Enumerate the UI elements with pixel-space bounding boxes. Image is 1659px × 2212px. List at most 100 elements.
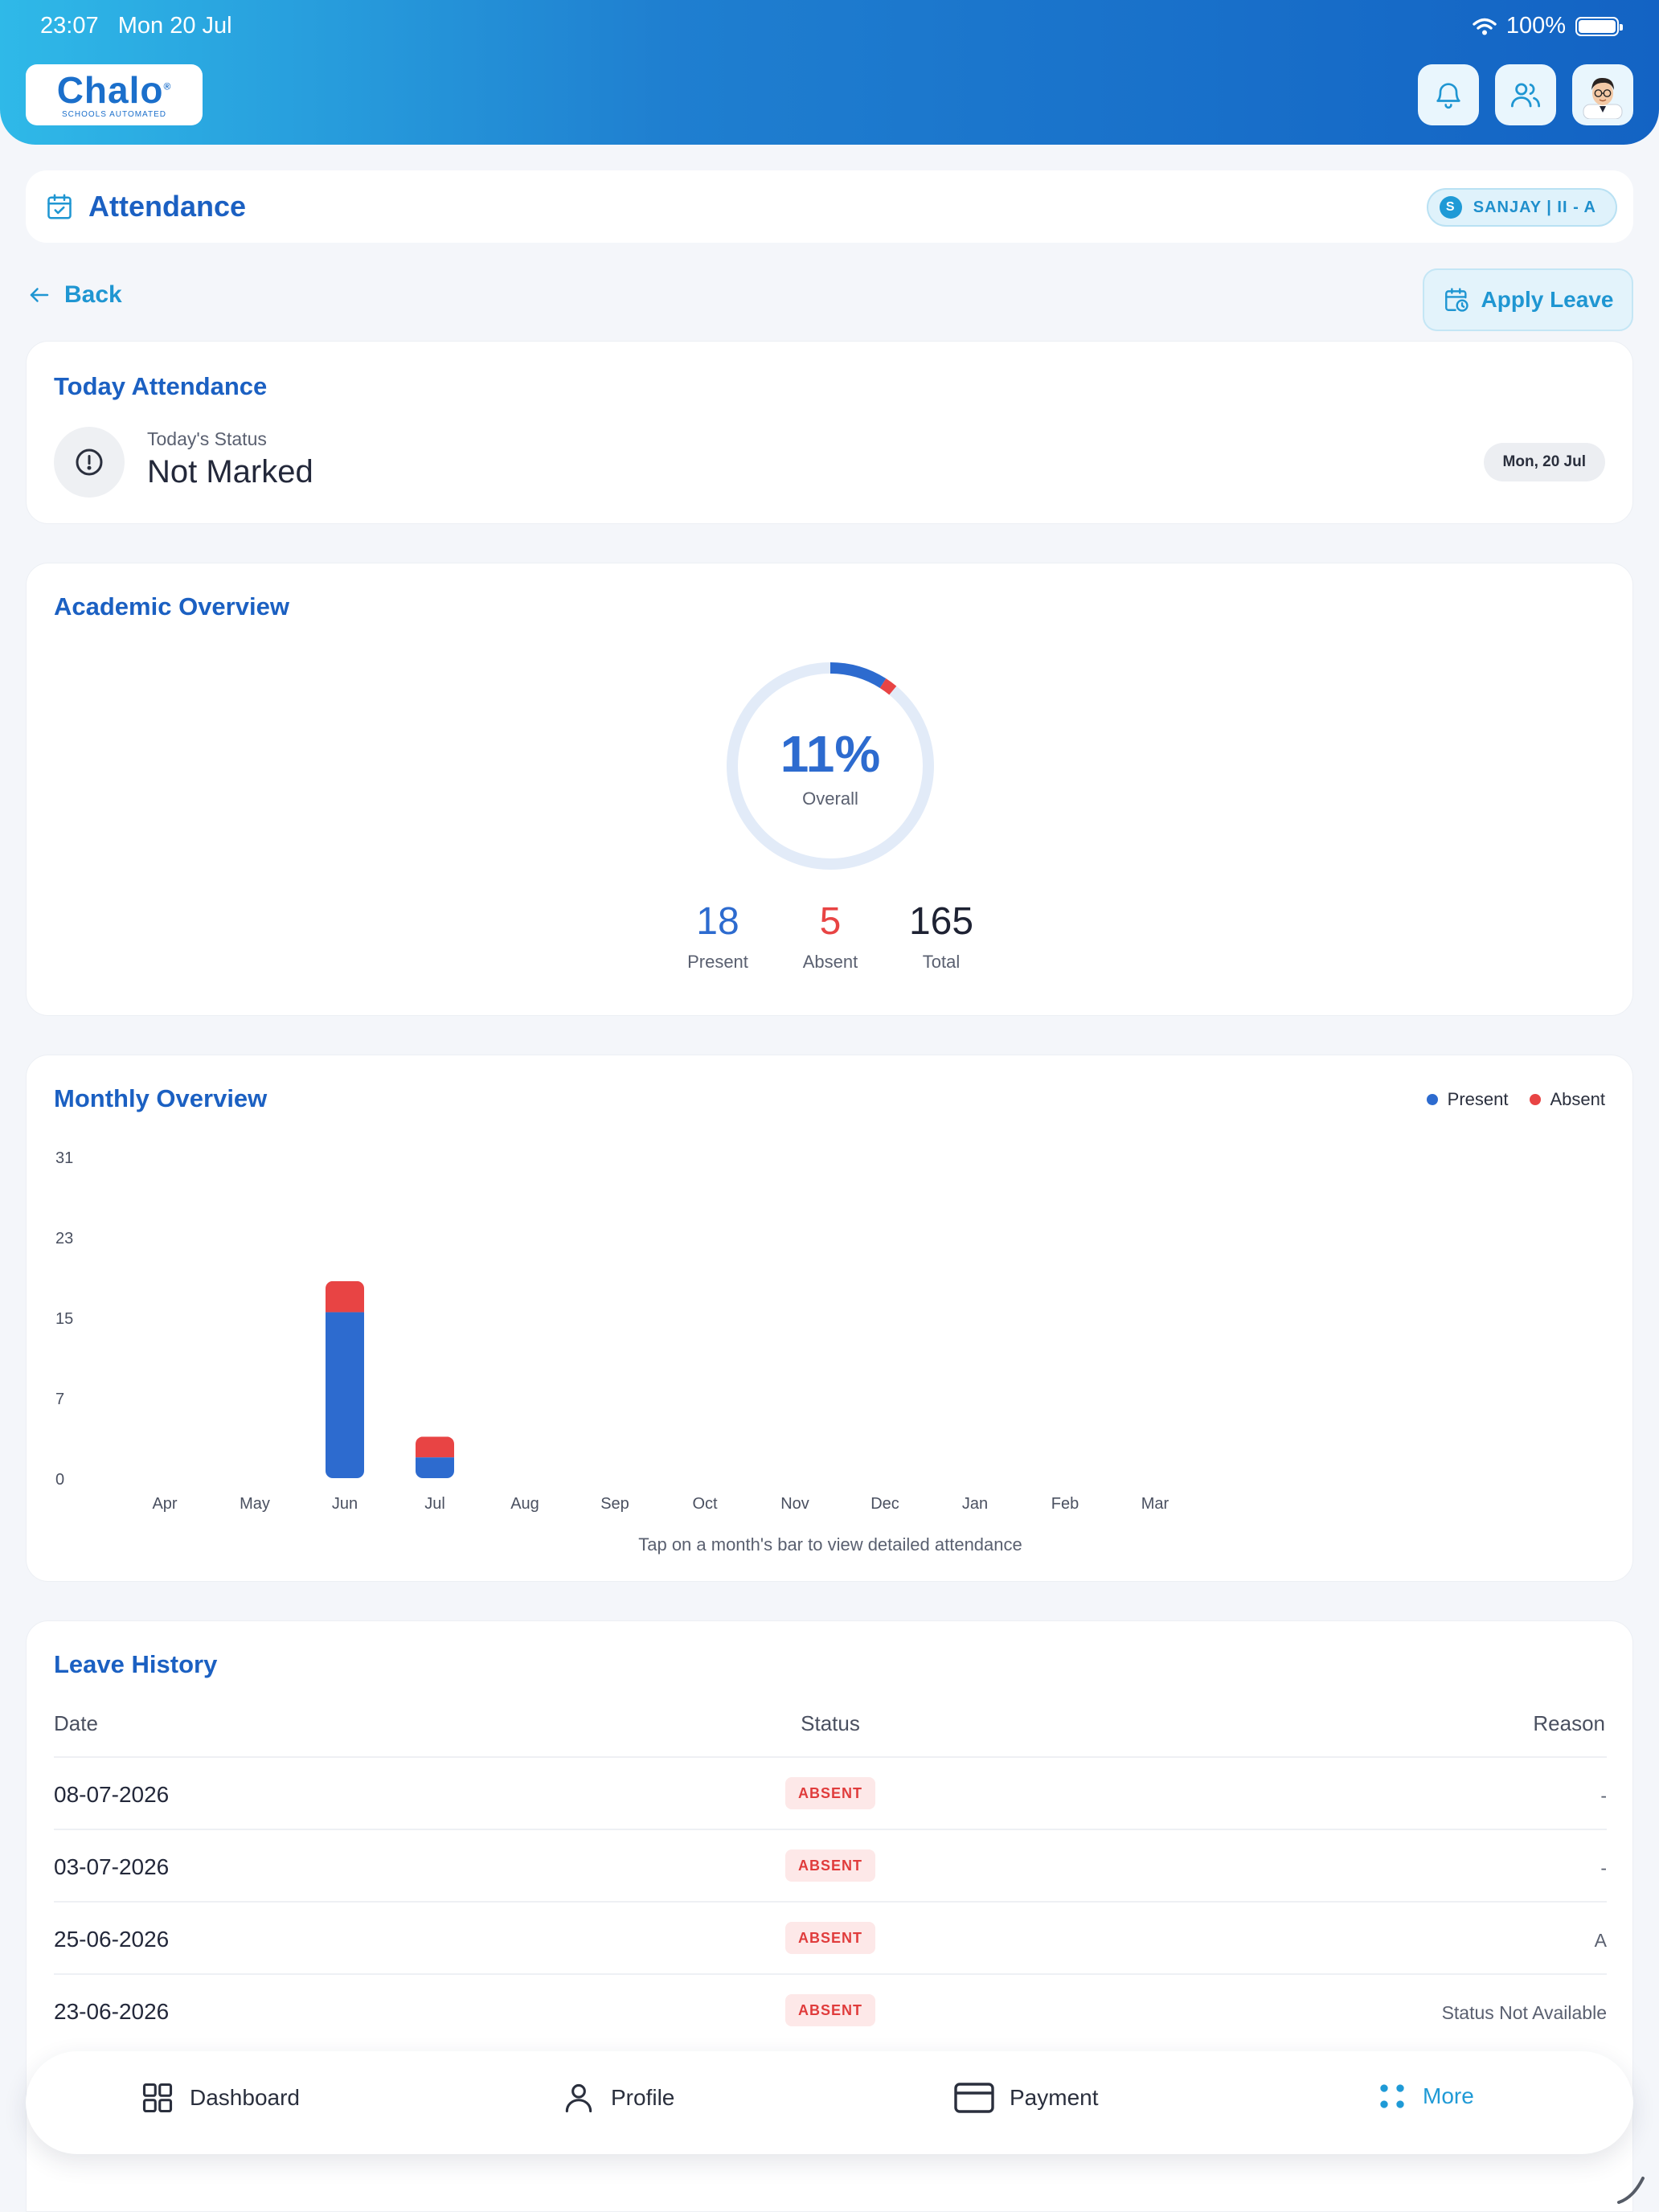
- logo-tagline: SCHOOLS AUTOMATED: [62, 109, 166, 119]
- student-label: SANJAY | II - A: [1473, 198, 1596, 216]
- x-tick-label: Apr: [152, 1495, 177, 1513]
- legend-absent: Absent: [1529, 1089, 1606, 1110]
- battery-icon: [1575, 16, 1623, 36]
- present-stat: 18 Present: [662, 900, 774, 973]
- leave-reason: A: [1594, 1930, 1607, 1951]
- switch-user-button[interactable]: [1495, 64, 1556, 125]
- x-tick-label: Mar: [1141, 1495, 1169, 1513]
- nav-dashboard-label: Dashboard: [190, 2085, 300, 2110]
- monthly-overview-card: Monthly Overview Present Absent 0 7 15 23 31…: [26, 1055, 1633, 1582]
- grid-icon: [142, 2083, 173, 2113]
- overall-label: Overall: [802, 789, 858, 809]
- battery-percent: 100%: [1505, 13, 1566, 39]
- absent-count: 5: [819, 900, 842, 943]
- bar-present-jul[interactable]: [416, 1457, 454, 1478]
- donut-present-arc: [727, 662, 934, 870]
- col-header-reason: Reason: [1533, 1711, 1605, 1735]
- dots-icon: [1380, 2084, 1404, 2108]
- x-tick-label: Nov: [780, 1495, 809, 1513]
- wifi-icon: [1473, 18, 1497, 35]
- bell-icon: [1436, 83, 1460, 109]
- bar-jul[interactable]: [416, 1436, 454, 1478]
- table-row[interactable]: 03-07-2026 ABSENT -: [54, 1829, 1607, 1901]
- y-tick-label: 31: [55, 1149, 73, 1167]
- academic-overview-card: Academic Overview 11% Overall 18 Present…: [26, 563, 1633, 1016]
- student-selector[interactable]: S SANJAY | II - A: [1426, 188, 1617, 227]
- absent-stat: 5 Absent: [774, 900, 887, 973]
- leave-date: 03-07-2026: [54, 1854, 170, 1879]
- chart-hint: Tap on a month's bar to view detailed at…: [638, 1534, 1022, 1555]
- leave-reason: -: [1600, 1785, 1607, 1806]
- bottom-navigation: Dashboard Profile Payment More: [26, 2051, 1633, 2154]
- leave-history-title: Leave History: [54, 1650, 218, 1678]
- present-count: 18: [696, 900, 739, 943]
- bar-jun[interactable]: [326, 1280, 364, 1478]
- app-logo[interactable]: Chalo® SCHOOLS AUTOMATED: [26, 64, 203, 125]
- calendar-clock-icon: [1444, 288, 1469, 312]
- card-icon: [954, 2083, 994, 2113]
- users-icon: [1510, 83, 1541, 108]
- total-stat: 165 Total: [885, 900, 997, 973]
- bar-absent-jul[interactable]: [416, 1436, 454, 1458]
- total-label: Total: [922, 951, 961, 972]
- x-tick-label: Dec: [870, 1495, 899, 1513]
- bar-present-jun[interactable]: [326, 1312, 364, 1478]
- x-tick-label: Aug: [510, 1495, 539, 1513]
- page-title-bar: Attendance S SANJAY | II - A: [26, 170, 1633, 243]
- alert-circle-icon: [76, 449, 103, 476]
- status-badge: ABSENT: [785, 1777, 875, 1809]
- status-badge: ABSENT: [785, 1922, 875, 1954]
- user-icon: [565, 2083, 592, 2113]
- status-badge: ABSENT: [785, 1849, 875, 1882]
- status-badge: ABSENT: [785, 1994, 875, 2026]
- status-date: Mon 20 Jul: [117, 13, 232, 39]
- y-tick-label: 7: [55, 1391, 64, 1408]
- col-header-date: Date: [54, 1711, 98, 1735]
- leave-date: 23-06-2026: [54, 1999, 170, 2024]
- back-label: Back: [64, 281, 122, 308]
- today-attendance-title: Today Attendance: [54, 372, 268, 400]
- table-row[interactable]: 23-06-2026 ABSENT Status Not Available: [54, 1973, 1607, 2046]
- nav-payment-label: Payment: [1010, 2085, 1099, 2110]
- status-indicators: 100%: [1473, 13, 1623, 39]
- back-button[interactable]: Back: [27, 281, 122, 309]
- y-tick-label: 23: [55, 1230, 73, 1247]
- table-row[interactable]: 08-07-2026 ABSENT -: [54, 1756, 1607, 1829]
- today-status-value: Not Marked: [147, 454, 313, 490]
- x-tick-label: Jan: [962, 1495, 988, 1513]
- notifications-button[interactable]: [1418, 64, 1479, 125]
- nav-profile-label: Profile: [611, 2085, 675, 2110]
- bar-absent-jun[interactable]: [326, 1280, 364, 1313]
- nav-payment[interactable]: Payment: [953, 2080, 1099, 2116]
- absent-label: Absent: [802, 951, 858, 972]
- total-count: 165: [908, 900, 974, 943]
- avatar-button[interactable]: [1572, 64, 1633, 125]
- present-label: Present: [687, 951, 748, 972]
- col-header-status: Status: [801, 1711, 860, 1735]
- legend-present-label: Present: [1447, 1089, 1509, 1109]
- nav-dashboard[interactable]: Dashboard: [140, 2080, 300, 2116]
- x-tick-label: May: [240, 1495, 270, 1513]
- today-date-badge: Mon, 20 Jul: [1483, 443, 1605, 481]
- legend-absent-label: Absent: [1550, 1089, 1606, 1109]
- today-attendance-card: Today Attendance Today's Status Not Mark…: [26, 341, 1633, 524]
- pencil-hint-icon: [1617, 2177, 1645, 2204]
- overall-percent: 11%: [780, 725, 881, 783]
- monthly-overview-title: Monthly Overview: [54, 1084, 268, 1112]
- arrow-left-icon: [30, 288, 49, 302]
- y-tick-label: 15: [55, 1310, 73, 1328]
- leave-reason: -: [1600, 1858, 1607, 1878]
- attendance-donut: [727, 662, 934, 870]
- nav-more[interactable]: More: [1376, 2080, 1474, 2112]
- y-tick-label: 0: [55, 1471, 64, 1489]
- apply-leave-button[interactable]: Apply Leave: [1423, 268, 1633, 331]
- leave-date: 25-06-2026: [54, 1927, 170, 1952]
- status-alert-icon-wrap: [54, 427, 125, 498]
- nav-profile[interactable]: Profile: [561, 2080, 674, 2116]
- avatar: [1583, 77, 1623, 119]
- student-initial: S: [1439, 196, 1462, 219]
- legend-present: Present: [1426, 1089, 1509, 1110]
- table-row[interactable]: 25-06-2026 ABSENT A: [54, 1901, 1607, 1973]
- x-tick-label: Sep: [600, 1495, 629, 1513]
- academic-overview-title: Academic Overview: [54, 592, 289, 621]
